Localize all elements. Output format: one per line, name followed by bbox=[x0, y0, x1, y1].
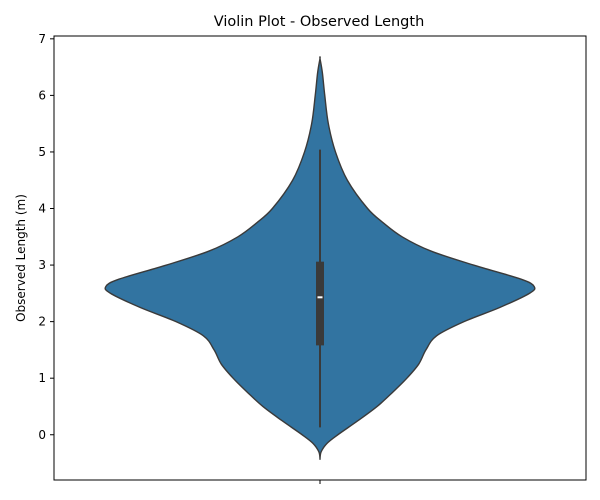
y-tick-label: 4 bbox=[38, 202, 46, 216]
y-tick-label: 2 bbox=[38, 315, 46, 329]
y-tick-label: 1 bbox=[38, 371, 46, 385]
y-tick-label: 0 bbox=[38, 428, 46, 442]
y-tick-label: 5 bbox=[38, 145, 46, 159]
y-tick-label: 6 bbox=[38, 88, 46, 102]
y-axis-label: Observed Length (m) bbox=[14, 194, 28, 322]
y-tick-label: 3 bbox=[38, 258, 46, 272]
axes: 0 1 2 3 4 5 6 7 bbox=[38, 32, 587, 484]
plot-area bbox=[104, 56, 536, 461]
y-tick-label: 7 bbox=[38, 32, 46, 46]
iqr-box bbox=[316, 261, 324, 346]
chart-title: Violin Plot - Observed Length bbox=[214, 14, 425, 30]
